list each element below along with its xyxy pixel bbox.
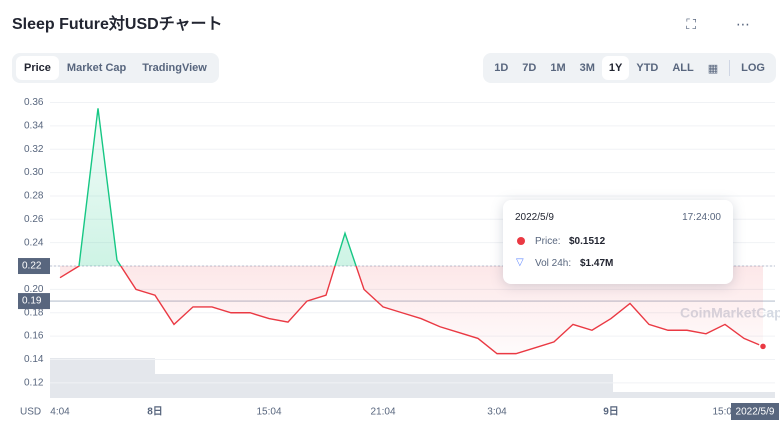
x-tick-label: 8日 bbox=[147, 406, 163, 418]
reference-label: 0.22 bbox=[22, 261, 42, 272]
x-tick-label: 15:04 bbox=[256, 407, 281, 418]
y-tick-label: 0.14 bbox=[24, 354, 44, 365]
x-tick-label: 3:04 bbox=[487, 407, 507, 418]
range[interactable]: 7D bbox=[522, 62, 537, 74]
tab[interactable]: Price bbox=[16, 56, 59, 80]
y-tick-label: 0.34 bbox=[24, 121, 44, 132]
price-line bbox=[59, 266, 764, 355]
reference-badge bbox=[18, 293, 50, 310]
calendar-button[interactable]: ▦ bbox=[707, 62, 719, 75]
tab[interactable]: TradingView bbox=[142, 62, 207, 74]
tooltip-label: Price: bbox=[535, 236, 561, 247]
tooltip-time: 17:24:00 bbox=[682, 212, 721, 223]
y-tick-label: 0.18 bbox=[24, 307, 44, 318]
range[interactable]: LOG bbox=[741, 62, 765, 74]
reference-label: 0.19 bbox=[22, 296, 42, 307]
range[interactable]: YTD bbox=[636, 62, 659, 74]
x-tick-label: 21:04 bbox=[370, 407, 395, 418]
y-tick-label: 0.24 bbox=[24, 237, 44, 248]
price-dot bbox=[517, 237, 525, 245]
y-tick-label: 0.26 bbox=[24, 214, 44, 225]
x-tick-label: 9日 bbox=[603, 406, 619, 418]
range[interactable]: 1D bbox=[494, 62, 509, 74]
tooltip-value: $1.47M bbox=[580, 258, 614, 269]
y-tick-label: 0.12 bbox=[24, 377, 44, 388]
volume-icon: ▽ bbox=[516, 257, 524, 268]
y-tick-label: 0.30 bbox=[24, 167, 44, 178]
range[interactable]: 3M bbox=[579, 62, 595, 74]
x-tick-label: 4:04 bbox=[50, 407, 70, 418]
tab[interactable]: Market Cap bbox=[66, 62, 127, 74]
y-tick-label: 0.28 bbox=[24, 191, 44, 202]
tooltip-date: 2022/5/9 bbox=[515, 212, 554, 223]
toolbar-icons[interactable]: ⛶ ⋯ bbox=[686, 16, 768, 32]
y-tick-label: 0.36 bbox=[24, 97, 44, 108]
range-buttons: 1D 7D 1M 3M 1Y YTD ALL ▦ LOG bbox=[483, 53, 776, 83]
area-down bbox=[60, 266, 763, 354]
area-up bbox=[79, 108, 357, 267]
tooltip: 2022/5/9 17:24:00 Price: $0.1512 ▽ Vol 2… bbox=[503, 200, 733, 284]
date-badge bbox=[731, 403, 779, 420]
date-label: 2022/5/9 bbox=[736, 407, 775, 418]
range[interactable]: ALL bbox=[672, 62, 694, 74]
y-tick-label: 0.16 bbox=[24, 331, 44, 342]
chart-title: Sleep Future対USDチャート bbox=[12, 16, 223, 33]
tooltip-value: $0.1512 bbox=[569, 236, 606, 247]
y-tick-label: 0.32 bbox=[24, 144, 44, 155]
tooltip-label: Vol 24h: bbox=[535, 258, 572, 269]
x-tick-label: 15:04 bbox=[712, 407, 737, 418]
range[interactable]: 1M bbox=[550, 62, 566, 74]
y-tick-label: 0.20 bbox=[24, 284, 44, 295]
volume-bars bbox=[50, 358, 775, 398]
view-tabs: Price Market Cap TradingView bbox=[12, 53, 219, 83]
range[interactable]: 1Y bbox=[601, 56, 630, 80]
hover-point bbox=[758, 342, 768, 351]
reference-badge bbox=[18, 258, 50, 275]
separator bbox=[729, 60, 731, 76]
currency-label: USD bbox=[20, 407, 41, 418]
